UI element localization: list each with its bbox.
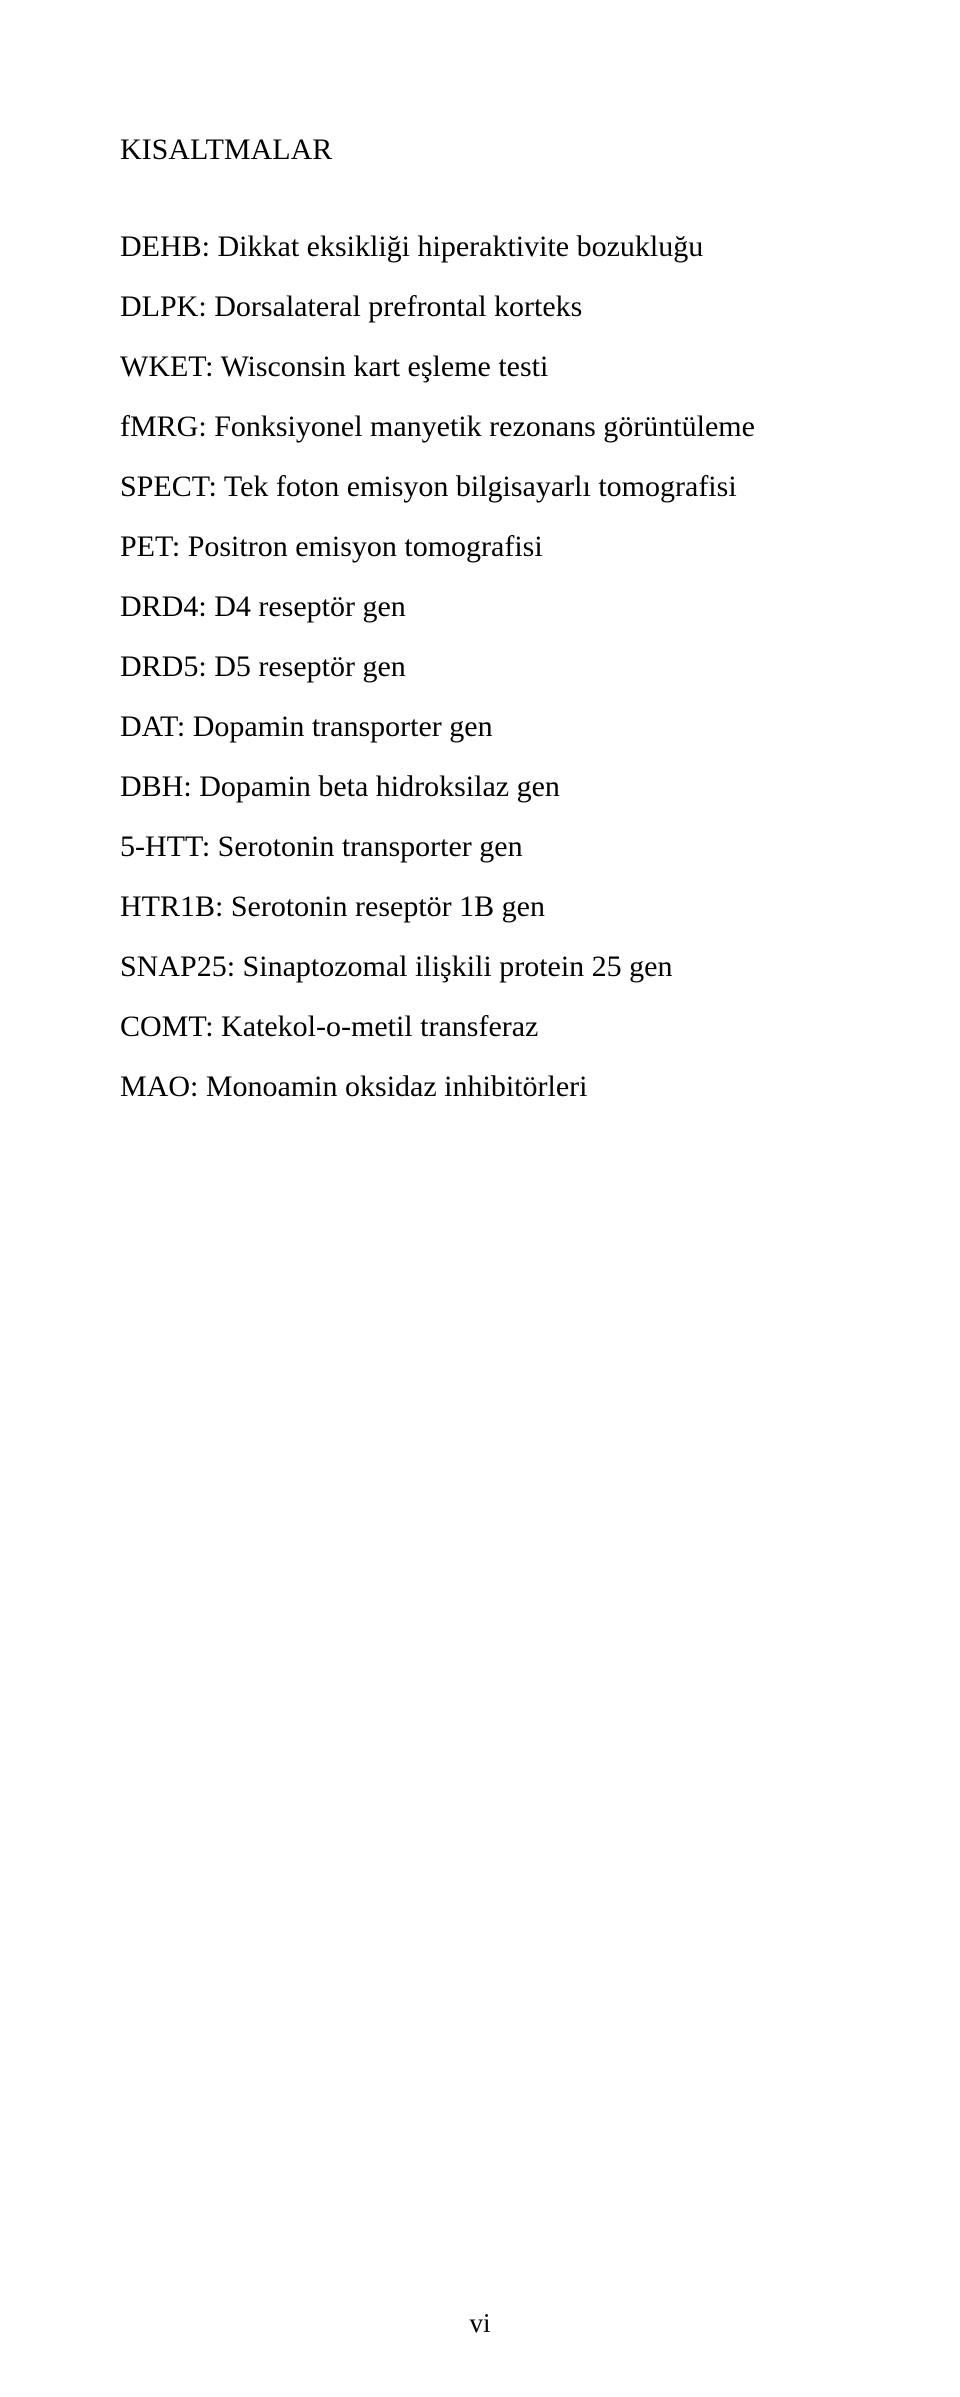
abbrev-key: fMRG [120,410,198,443]
abbrev-desc: Dopamin beta hidroksilaz gen [199,770,560,803]
abbrev-desc: Tek foton emisyon bilgisayarlı tomografi… [224,470,737,503]
abbrev-key: SNAP25 [120,950,227,983]
abbrev-desc: Dopamin transporter gen [193,710,493,743]
abbrev-item: DBH: Dopamin beta hidroksilaz gen [120,757,840,817]
abbrev-key: MAO [120,1070,190,1103]
abbrev-item: 5-HTT: Serotonin transporter gen [120,817,840,877]
abbrev-key: COMT [120,1010,205,1043]
abbrev-desc: D5 reseptör gen [214,650,406,683]
abbrev-key: DEHB [120,230,202,263]
abbrev-item: SPECT: Tek foton emisyon bilgisayarlı to… [120,457,840,517]
abbrev-desc: Dorsalateral prefrontal korteks [214,290,582,323]
abbrev-item: SNAP25: Sinaptozomal ilişkili protein 25… [120,937,840,997]
abbrev-item: DAT: Dopamin transporter gen [120,697,840,757]
abbrev-key: HTR1B [120,890,215,923]
abbrev-key: PET [120,530,172,563]
abbrev-desc: Katekol-o-metil transferaz [221,1010,538,1043]
abbrev-desc: Dikkat eksikliği hiperaktivite bozukluğu [218,230,704,263]
page-number: vi [0,2308,960,2339]
abbrev-key: DRD4 [120,590,198,623]
abbrev-key: DLPK [120,290,198,323]
abbrev-item: PET: Positron emisyon tomografisi [120,517,840,577]
abbrev-item: MAO: Monoamin oksidaz inhibitörleri [120,1057,840,1117]
abbrev-key: SPECT [120,470,209,503]
abbrev-item: COMT: Katekol-o-metil transferaz [120,997,840,1057]
document-page: KISALTMALAR DEHB: Dikkat eksikliği hiper… [0,0,960,2397]
abbrev-key: WKET [120,350,205,383]
abbrev-desc: Serotonin transporter gen [218,830,523,863]
abbrev-key: DBH [120,770,183,803]
abbrev-desc: Sinaptozomal ilişkili protein 25 gen [243,950,673,983]
abbrev-desc: Monoamin oksidaz inhibitörleri [206,1070,588,1103]
abbrev-item: DLPK: Dorsalateral prefrontal korteks [120,277,840,337]
abbrev-item: HTR1B: Serotonin reseptör 1B gen [120,877,840,937]
abbrev-key: 5-HTT [120,830,202,863]
abbrev-item: WKET: Wisconsin kart eşleme testi [120,337,840,397]
abbrev-desc: Wisconsin kart eşleme testi [220,350,548,383]
abbrev-desc: Positron emisyon tomografisi [188,530,543,563]
abbrev-item: DRD5: D5 reseptör gen [120,637,840,697]
abbrev-item: DRD4: D4 reseptör gen [120,577,840,637]
page-heading: KISALTMALAR [120,130,840,169]
abbrev-desc: Fonksiyonel manyetik rezonans görüntülem… [214,410,755,443]
abbreviation-list: DEHB: Dikkat eksikliği hiperaktivite boz… [120,217,840,1117]
abbrev-key: DAT [120,710,177,743]
abbrev-item: fMRG: Fonksiyonel manyetik rezonans görü… [120,397,840,457]
abbrev-key: DRD5 [120,650,198,683]
abbrev-desc: Serotonin reseptör 1B gen [231,890,545,923]
abbrev-item: DEHB: Dikkat eksikliği hiperaktivite boz… [120,217,840,277]
abbrev-desc: D4 reseptör gen [214,590,406,623]
